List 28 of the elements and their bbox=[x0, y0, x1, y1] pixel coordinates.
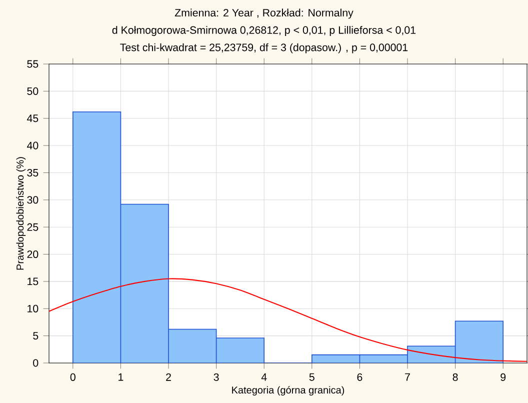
y-tick-label: 0 bbox=[33, 359, 38, 367]
y-tick-label: 10 bbox=[28, 304, 38, 312]
x-tick-label: 0 bbox=[70, 373, 76, 381]
x-tick-label: 7 bbox=[405, 373, 410, 381]
chart-subtitle: d Kołmogorowa-Smirnowa 0,26812, p < 0,01, p Lillieforsa < 0,01 bbox=[112, 26, 416, 36]
x-tick-label: 8 bbox=[452, 373, 458, 381]
y-tick-label: 25 bbox=[27, 223, 38, 231]
x-tick-label: 1 bbox=[118, 373, 124, 381]
x-tick-label: 9 bbox=[500, 373, 506, 381]
chart-title: Zmienna: 2 Year , Rozkład: Normalny bbox=[174, 8, 354, 19]
text: Test chi-kwadrat = 25,23759, df = 3 (dopasow.) , p = 0,00001 bbox=[120, 43, 408, 54]
x-tick-label: 6 bbox=[357, 373, 362, 381]
x-tick-label: 3 bbox=[214, 373, 219, 381]
y-axis-title: Prawdopodobieństwo (%) bbox=[16, 157, 26, 270]
y-tick-label: 55 bbox=[27, 60, 38, 68]
y-tick-label: 40 bbox=[26, 142, 38, 150]
x-tick-label: 2 bbox=[166, 373, 171, 381]
y-tick-label: 50 bbox=[27, 87, 38, 95]
x-tick-label: 5 bbox=[309, 373, 314, 381]
y-tick-label: 15 bbox=[28, 278, 38, 286]
y-tick-label: 5 bbox=[33, 332, 38, 340]
x-tick-label: 4 bbox=[261, 373, 267, 381]
y-tick-label: 20 bbox=[27, 250, 38, 258]
y-tick-label: 35 bbox=[27, 168, 38, 176]
y-tick-label: 30 bbox=[27, 196, 38, 204]
x-axis-title: Kategoria (górna granica) bbox=[232, 386, 344, 396]
line-series bbox=[49, 278, 527, 362]
y-tick-label: 45 bbox=[26, 114, 38, 122]
